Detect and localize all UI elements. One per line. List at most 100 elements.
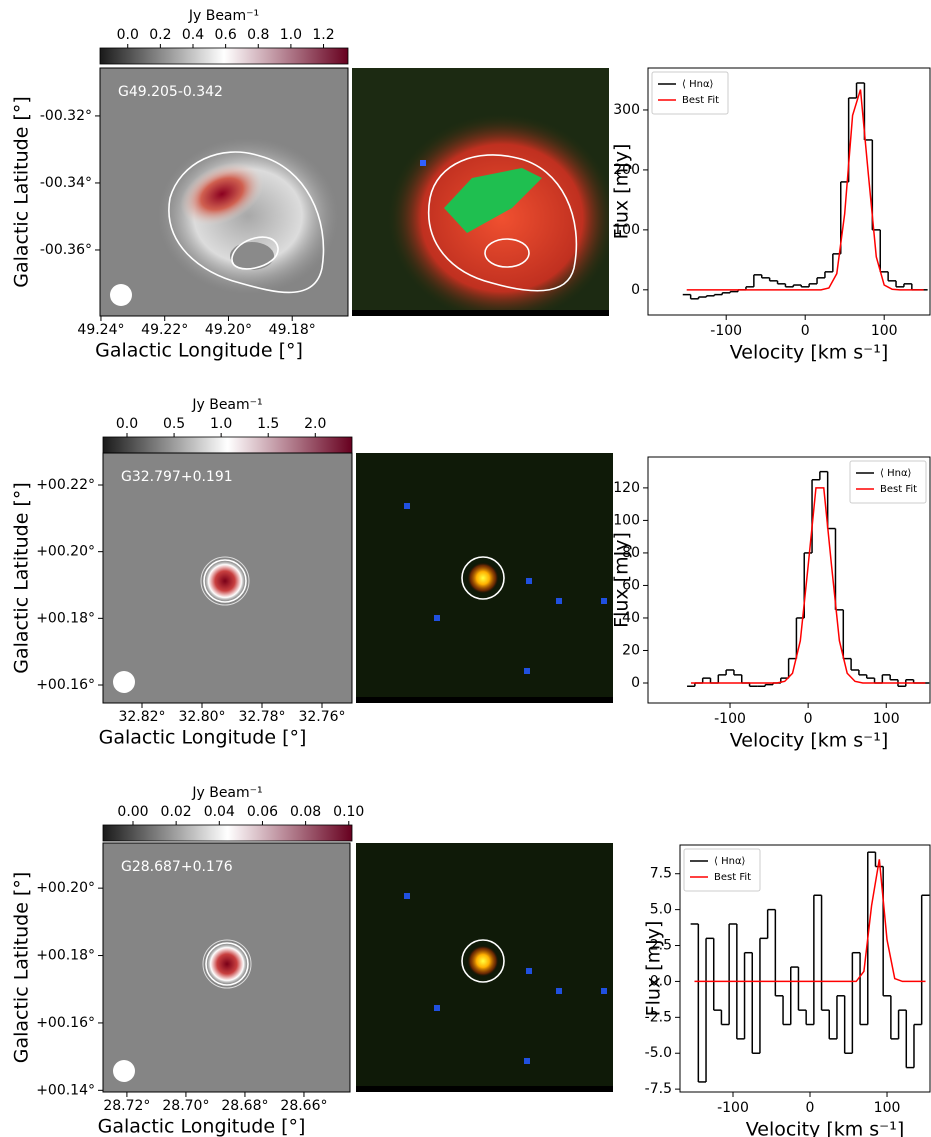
x-tick-label: 0 [801, 323, 810, 339]
y-tick-label: -2.5 [645, 1009, 672, 1025]
source-name: G28.687+0.176 [121, 859, 233, 875]
legend-label: Best Fit [880, 484, 917, 495]
y-tick-label: 7.5 [650, 866, 672, 882]
contour [231, 236, 279, 270]
y-tick-label: +00.18° [36, 610, 95, 626]
legend-label: ⟨ Hnα⟩ [880, 468, 912, 479]
rgb-glow [387, 113, 609, 316]
colorbar-tick-label: 2.0 [304, 416, 326, 432]
y-tick-label: -5.0 [645, 1045, 672, 1061]
rgb-blue-pixel [524, 668, 530, 674]
contour [200, 556, 250, 606]
x-tick-label: 100 [873, 711, 900, 727]
map-frame [102, 842, 351, 1093]
fit-line [694, 859, 926, 983]
plot-area [682, 82, 928, 300]
legend-box [683, 848, 761, 892]
y-axis-label: Flux [mJy] [643, 921, 665, 1017]
y-tick-label: 2.5 [650, 938, 672, 954]
rgb-blue-pixel [434, 1005, 440, 1011]
map-frame [99, 67, 349, 317]
y-axis-label: Galactic Latitude [°] [11, 872, 33, 1064]
rgb-source [467, 562, 499, 594]
x-tick-label: 0 [806, 1100, 815, 1116]
x-tick-label: 100 [871, 323, 898, 339]
legend-label: Best Fit [714, 872, 751, 883]
x-tick-label: 49.18° [269, 322, 316, 338]
colorbar-tick-label: 0.04 [204, 804, 235, 820]
rgb-blue-pixel [404, 893, 410, 899]
x-axis-label: Velocity [km s⁻¹] [730, 730, 889, 752]
x-tick-label: 32.76° [298, 709, 345, 725]
fit-line [690, 487, 926, 684]
rgb-blue-pixel [434, 615, 440, 621]
y-tick-label: 100 [613, 512, 640, 528]
y-tick-label: +00.20° [36, 544, 95, 560]
y-tick-label: +00.16° [36, 1015, 95, 1031]
contour [203, 559, 247, 603]
rgb-blue-pixel [556, 598, 562, 604]
colorbar-tick-label: 0.10 [333, 804, 364, 820]
colorbar-tick-label: 1.0 [280, 27, 302, 43]
y-axis-label: Flux [mJy] [611, 144, 633, 240]
x-tick-label: -100 [717, 1100, 749, 1116]
colorbar-tick-label: 1.0 [210, 416, 232, 432]
colorbar-tick-label: 1.5 [257, 416, 279, 432]
contour [202, 939, 252, 989]
colorbar [102, 824, 353, 842]
rgb-image [356, 843, 613, 1092]
source-name: G49.205-0.342 [118, 84, 223, 100]
colorbar-title: Jy Beam⁻¹ [191, 397, 262, 413]
y-axis-label: Flux [mJy] [611, 532, 633, 628]
x-tick-label: 100 [874, 1100, 901, 1116]
map-frame [102, 452, 353, 704]
y-tick-label: 5.0 [650, 902, 672, 918]
y-tick-label: 0.0 [650, 973, 672, 989]
colorbar-tick-label: 1.2 [312, 27, 334, 43]
rgb-blue-pixel [404, 503, 410, 509]
y-tick-label: 200 [613, 162, 640, 178]
point-source [205, 942, 249, 986]
source-name: G32.797+0.191 [121, 469, 233, 485]
y-tick-label: -00.32° [40, 108, 92, 124]
contour [168, 151, 325, 294]
y-tick-label: 60 [622, 577, 640, 593]
rgb-border [356, 697, 613, 703]
colorbar [102, 436, 353, 454]
colorbar-tick-label: 0.00 [117, 804, 148, 820]
y-tick-label: 0 [631, 282, 640, 298]
fit-line [686, 89, 924, 291]
map-image [103, 843, 350, 1092]
y-tick-label: +00.20° [36, 880, 95, 896]
x-axis-label: Velocity [km s⁻¹] [746, 1119, 905, 1137]
y-tick-label: +00.16° [36, 677, 95, 693]
plot-frame [647, 67, 931, 316]
y-tick-label: 120 [613, 480, 640, 496]
rgb-image [352, 68, 609, 316]
rgb-blue-pixel [524, 1058, 530, 1064]
colorbar-tick-label: 0.8 [247, 27, 269, 43]
x-tick-label: 28.72° [103, 1098, 150, 1114]
contour [461, 556, 505, 600]
legend-label: ⟨ Hnα⟩ [682, 79, 714, 90]
x-axis-label: Velocity [km s⁻¹] [730, 342, 889, 364]
colorbar [99, 47, 349, 65]
x-tick-label: 28.70° [162, 1098, 209, 1114]
legend-label: Best Fit [682, 95, 719, 106]
plot-area [687, 470, 930, 688]
rgb-blue-pixel [601, 598, 607, 604]
x-tick-label: 32.80° [178, 709, 225, 725]
colorbar-title: Jy Beam⁻¹ [191, 785, 262, 801]
rgb-blue-pixel [420, 160, 426, 166]
x-tick-label: 0 [804, 711, 813, 727]
rgb-green [444, 168, 542, 233]
x-tick-label: -100 [710, 323, 742, 339]
x-tick-label: 28.68° [221, 1098, 268, 1114]
colorbar-title: Jy Beam⁻¹ [188, 8, 259, 24]
x-tick-label: 28.66° [280, 1098, 327, 1114]
y-tick-label: 0 [631, 675, 640, 691]
contour [461, 939, 505, 983]
plot-frame [679, 844, 931, 1093]
plot-frame [647, 456, 931, 704]
